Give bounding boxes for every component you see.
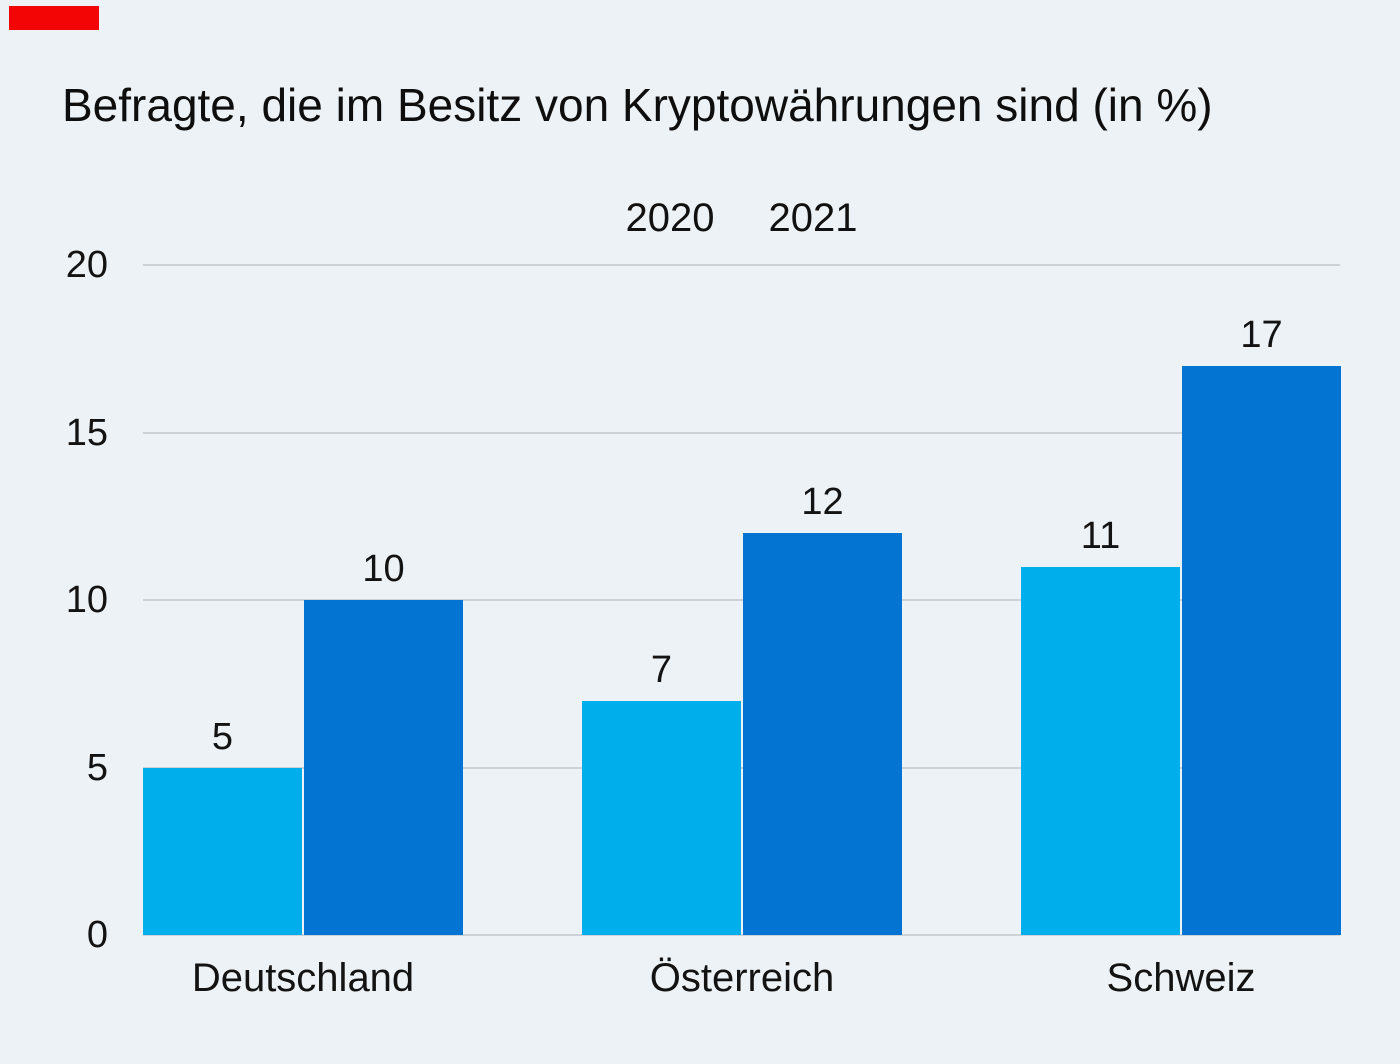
category-label-deutschland: Deutschland [191, 956, 415, 1000]
gridline-y-0 [143, 934, 1340, 936]
value-label-2020-schweiz: 11 [1080, 514, 1121, 557]
value-label-2021-schweiz: 17 [1240, 313, 1283, 356]
legend-item-2020: 2020 [625, 196, 715, 240]
legend: 2020 2021 [143, 196, 1340, 241]
gridline-y-10 [143, 599, 1340, 601]
value-label-2021-deutschland: 10 [362, 548, 405, 590]
bar-2020--sterreich [582, 700, 741, 935]
y-tick-label-15: 15 [65, 411, 108, 454]
category-label-schweiz: Schweiz [1106, 956, 1256, 1000]
value-label-2021--sterreich: 12 [801, 481, 844, 523]
bar-2020-deutschland [143, 767, 302, 935]
gridline-y-5 [143, 766, 1340, 769]
gridline-y-15 [143, 431, 1340, 434]
y-tick-label-10: 10 [65, 579, 108, 621]
gridline-y-20 [143, 264, 1340, 266]
y-tick-label-20: 20 [65, 244, 108, 286]
value-label-2020-deutschland: 5 [211, 715, 234, 758]
red-marker [9, 6, 99, 30]
bar-2021--sterreich [743, 533, 902, 935]
bar-2021-schweiz [1182, 365, 1341, 935]
bar-2021-deutschland [304, 600, 463, 935]
y-tick-label-0: 0 [86, 914, 108, 956]
category-label--sterreich: Österreich [649, 956, 835, 1000]
y-tick-label-5: 5 [86, 746, 108, 789]
legend-item-2021: 2021 [768, 196, 858, 240]
value-label-2020--sterreich: 7 [650, 648, 673, 691]
bar-2020-schweiz [1021, 566, 1180, 935]
chart-title: Befragte, die im Besitz von Kryptowährun… [62, 79, 1213, 131]
